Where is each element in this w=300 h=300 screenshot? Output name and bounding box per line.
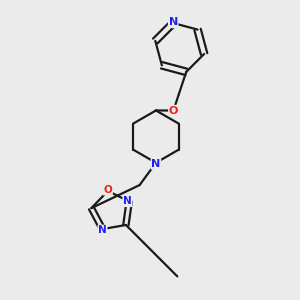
Text: O: O [169, 106, 178, 116]
Text: N: N [98, 225, 107, 235]
Text: N: N [151, 159, 160, 169]
Text: O: O [103, 185, 112, 195]
Text: N: N [169, 17, 178, 28]
Text: N: N [123, 196, 132, 206]
